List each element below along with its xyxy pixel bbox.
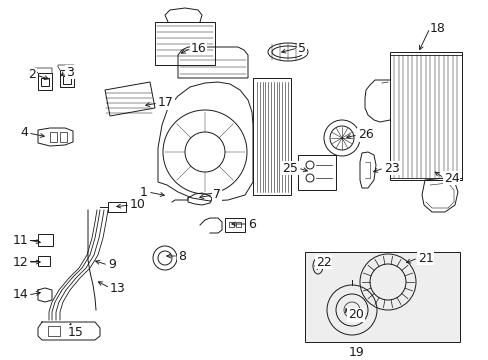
Text: 16: 16 — [191, 41, 206, 54]
Bar — [297, 155, 335, 190]
Bar — [389, 52, 461, 180]
Bar — [38, 256, 50, 266]
Bar — [228, 222, 234, 227]
Text: 20: 20 — [347, 309, 363, 321]
Text: 17: 17 — [158, 96, 174, 109]
Bar — [68, 326, 80, 336]
Bar — [38, 234, 53, 246]
Text: 22: 22 — [315, 256, 331, 269]
Bar — [63, 76, 71, 84]
Bar — [48, 326, 60, 336]
Bar — [305, 252, 459, 342]
Text: 4: 4 — [20, 126, 28, 139]
Text: 15: 15 — [68, 325, 84, 338]
Text: 2: 2 — [28, 68, 36, 81]
Text: 14: 14 — [12, 288, 28, 302]
Text: 6: 6 — [247, 217, 255, 230]
Bar — [60, 132, 67, 142]
Text: 26: 26 — [357, 129, 373, 141]
Text: 7: 7 — [213, 189, 221, 202]
Text: 25: 25 — [282, 162, 297, 175]
Bar — [224, 218, 244, 232]
Text: 18: 18 — [429, 22, 445, 35]
Text: 19: 19 — [348, 346, 364, 359]
Bar — [38, 73, 52, 90]
Text: 23: 23 — [383, 162, 399, 175]
Text: 13: 13 — [110, 282, 125, 294]
Text: 21: 21 — [417, 252, 433, 265]
Bar — [60, 70, 74, 87]
Bar — [155, 22, 215, 65]
Bar — [50, 132, 57, 142]
Text: 8: 8 — [178, 249, 185, 262]
Bar — [41, 78, 49, 86]
Text: 11: 11 — [12, 234, 28, 247]
Bar — [236, 222, 241, 227]
Text: 5: 5 — [297, 41, 305, 54]
Text: 9: 9 — [108, 258, 116, 271]
Text: 24: 24 — [443, 171, 459, 184]
Text: 12: 12 — [12, 256, 28, 269]
Bar — [108, 202, 126, 212]
Text: 3: 3 — [66, 66, 74, 78]
Text: 1: 1 — [140, 185, 148, 198]
Text: 10: 10 — [130, 198, 145, 211]
